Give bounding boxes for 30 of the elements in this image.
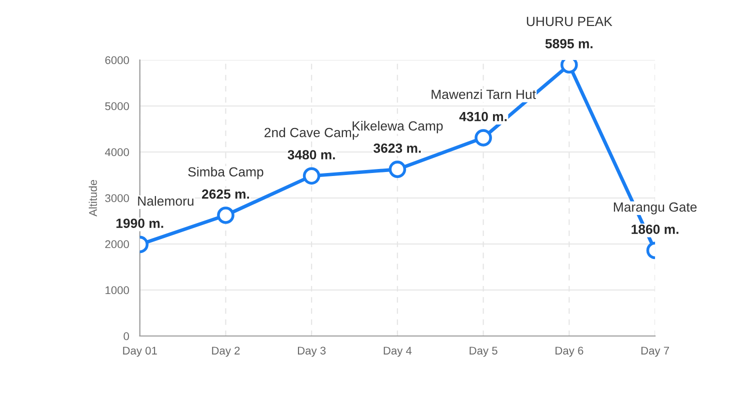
x-tick-label: Day 01 xyxy=(123,346,157,357)
y-tick-label: 0 xyxy=(124,332,129,340)
y-tick-label: 1000 xyxy=(106,286,129,294)
y-tick-label: 6000 xyxy=(105,56,129,64)
y-tick-label: 4000 xyxy=(104,148,129,156)
data-label: 5895 m. xyxy=(545,38,592,48)
x-tick-label: Day 3 xyxy=(298,346,326,357)
x-tick-label: Day 7 xyxy=(641,346,669,357)
annotation: Nalemoru xyxy=(138,196,194,206)
data-label: 1860 m. xyxy=(632,224,678,234)
data-label: 1990 m. xyxy=(116,218,164,228)
x-tick-label: Day 5 xyxy=(470,346,498,357)
point xyxy=(302,167,320,185)
x-tick-label: Day 4 xyxy=(384,346,412,357)
annotation: Mawenzi Tarn Hut xyxy=(432,89,536,100)
data-label: 3480 m. xyxy=(288,150,335,160)
point xyxy=(388,160,406,178)
y-axis-title: Altitude xyxy=(88,180,97,217)
data-label: 4310 m. xyxy=(459,112,507,122)
y-tick-label: 2000 xyxy=(105,240,129,248)
annotation: Simba Camp xyxy=(188,166,264,180)
y-tick-label: 5000 xyxy=(105,102,129,110)
x-tick-label: Day 6 xyxy=(556,346,584,357)
data-label: 2625 m. xyxy=(202,189,250,199)
annotation: Marangu Gate xyxy=(614,202,697,214)
data-label: 3623 m. xyxy=(374,144,421,153)
y-tick-label: 3000 xyxy=(105,194,129,202)
point xyxy=(474,129,492,146)
x-tick-label: Day 2 xyxy=(212,346,240,357)
text: UHURU PEAK xyxy=(526,16,612,26)
